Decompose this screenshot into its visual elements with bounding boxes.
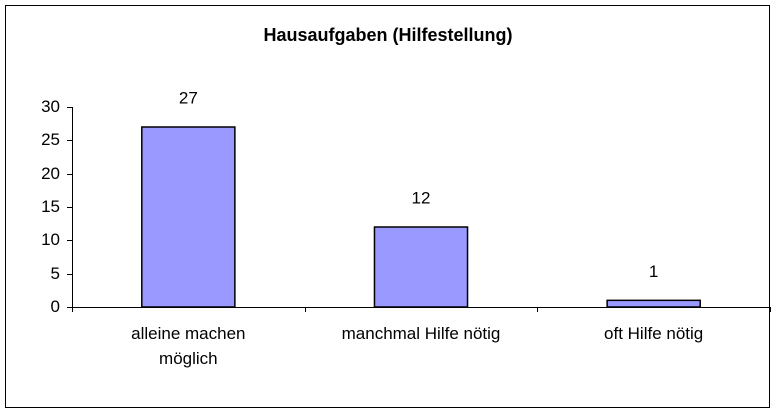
data-label: 12: [412, 188, 431, 207]
chart-title: Hausaufgaben (Hilfestellung): [263, 25, 512, 45]
bar: [373, 226, 469, 308]
y-tick-label: 10: [41, 230, 60, 249]
x-tick-label: manchmal Hilfe nötig: [341, 324, 501, 343]
y-tick-label: 0: [51, 297, 60, 316]
y-tick-label: 20: [41, 164, 60, 183]
y-tick-label: 30: [41, 97, 60, 116]
chart-border: [5, 5, 770, 408]
y-tick-label: 5: [51, 264, 60, 283]
y-tick-label: 25: [41, 130, 60, 149]
bar: [141, 126, 236, 308]
data-label: 1: [649, 262, 658, 281]
x-tick-label: oft Hilfe nötig: [604, 324, 704, 343]
y-tick-label: 15: [41, 197, 60, 216]
data-label: 27: [179, 88, 198, 107]
x-tick-label: alleine machen möglich: [131, 324, 246, 368]
bar: [606, 299, 701, 308]
